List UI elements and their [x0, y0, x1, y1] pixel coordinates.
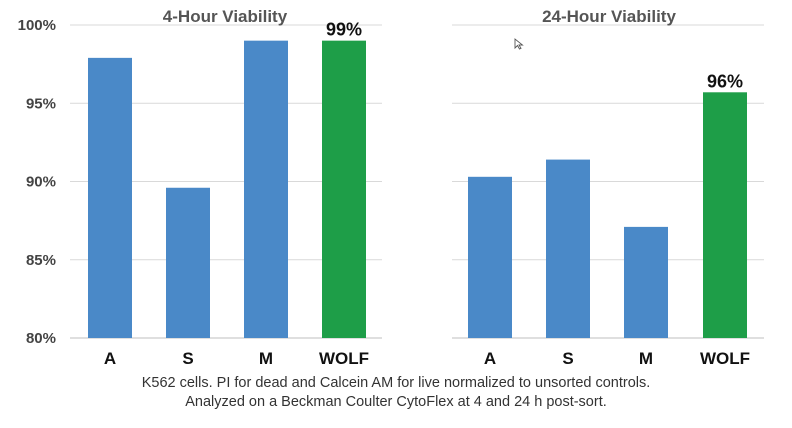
bar-m [624, 226, 668, 338]
bar-m [244, 40, 288, 339]
y-tick-label: 100% [18, 17, 56, 34]
bar-a [88, 57, 132, 339]
y-tick-label: 95% [26, 95, 56, 112]
bar-a [468, 176, 512, 338]
x-tick-label: A [104, 349, 116, 368]
mouse-pointer-icon [514, 38, 524, 50]
x-tick-label: WOLF [700, 349, 750, 368]
bar-s [546, 159, 590, 338]
y-tick-label: 80% [26, 330, 56, 347]
caption-line-2: Analyzed on a Beckman Coulter CytoFlex a… [185, 394, 607, 410]
x-tick-label: M [259, 349, 273, 368]
x-tick-label: S [562, 349, 573, 368]
chart-title: 24-Hour Viability [542, 7, 676, 26]
caption-line-1: K562 cells. PI for dead and Calcein AM f… [141, 375, 651, 391]
data-label: 99% [326, 20, 362, 40]
x-tick-label: M [639, 349, 653, 368]
y-tick-label: 90% [26, 174, 56, 191]
x-tick-label: A [484, 349, 496, 368]
y-tick-label: 85% [26, 252, 56, 269]
data-label: 96% [707, 71, 743, 91]
bar-wolf [322, 40, 366, 339]
x-tick-label: S [182, 349, 193, 368]
chart-title: 4-Hour Viability [163, 7, 288, 26]
bar-s [166, 187, 210, 338]
x-tick-label: WOLF [319, 349, 369, 368]
bar-wolf [703, 92, 747, 338]
